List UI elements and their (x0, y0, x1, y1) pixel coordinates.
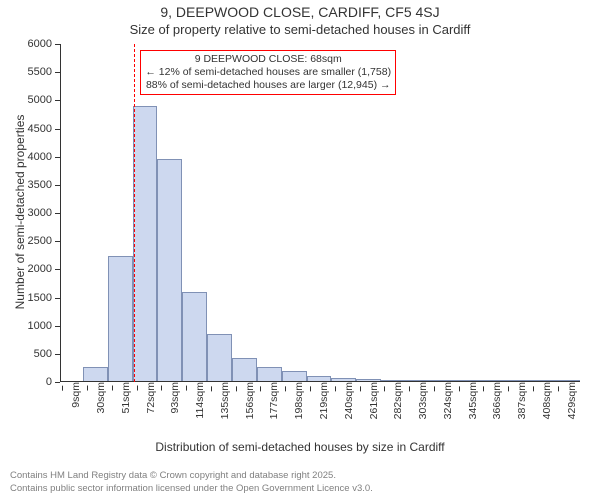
annotation-box: 9 DEEPWOOD CLOSE: 68sqm ← 12% of semi-de… (140, 50, 396, 95)
y-tick-label: 1000 (28, 320, 60, 332)
histogram-bar (257, 367, 282, 382)
histogram-bar (157, 159, 182, 382)
annotation-line-3: 88% of semi-detached houses are larger (… (145, 79, 391, 92)
y-tick-label: 5500 (28, 66, 60, 78)
histogram-bar (108, 256, 133, 382)
y-tick-label: 6000 (28, 38, 60, 50)
histogram-bar (133, 106, 158, 382)
x-tick-label: 177sqm (260, 382, 280, 419)
x-tick-label: 156sqm (236, 382, 256, 419)
chart-title-sub: Size of property relative to semi-detach… (0, 22, 600, 37)
y-axis-label: Number of semi-detached properties (13, 102, 27, 322)
y-tick-label: 500 (34, 348, 60, 360)
histogram-bar (83, 367, 108, 382)
x-tick-label: 198sqm (285, 382, 305, 419)
y-tick-label: 1500 (28, 292, 60, 304)
x-tick-label: 261sqm (360, 382, 380, 419)
y-tick-label: 2500 (28, 235, 60, 247)
x-tick-label: 51sqm (112, 382, 132, 414)
y-axis-line (60, 44, 61, 382)
x-tick-label: 9sqm (62, 382, 82, 408)
y-tick-label: 2000 (28, 263, 60, 275)
histogram-bar (207, 334, 232, 382)
x-tick-label: 114sqm (186, 382, 206, 419)
x-tick-label: 324sqm (434, 382, 454, 419)
x-tick-label: 282sqm (384, 382, 404, 419)
x-tick-label: 366sqm (483, 382, 503, 419)
y-tick-label: 3500 (28, 179, 60, 191)
x-tick-label: 429sqm (558, 382, 578, 419)
chart-container: 9, DEEPWOOD CLOSE, CARDIFF, CF5 4SJ Size… (0, 0, 600, 500)
histogram-bar (182, 292, 207, 382)
x-tick-label: 219sqm (310, 382, 330, 419)
y-tick-label: 3000 (28, 207, 60, 219)
x-tick-label: 72sqm (137, 382, 157, 414)
y-tick-label: 5000 (28, 94, 60, 106)
x-tick-label: 303sqm (409, 382, 429, 419)
x-tick-label: 93sqm (161, 382, 181, 414)
footer-line-2: Contains public sector information licen… (10, 483, 373, 494)
annotation-line-2: ← 12% of semi-detached houses are smalle… (145, 66, 391, 79)
x-tick-label: 408sqm (533, 382, 553, 419)
x-tick-label: 387sqm (508, 382, 528, 419)
x-axis-label: Distribution of semi-detached houses by … (0, 440, 600, 454)
histogram-bar (232, 358, 257, 382)
footer-line-1: Contains HM Land Registry data © Crown c… (10, 470, 336, 481)
x-tick-label: 240sqm (335, 382, 355, 419)
property-marker-line (134, 44, 135, 382)
x-tick-label: 30sqm (87, 382, 107, 414)
annotation-line-1: 9 DEEPWOOD CLOSE: 68sqm (145, 53, 391, 66)
chart-title-main: 9, DEEPWOOD CLOSE, CARDIFF, CF5 4SJ (0, 4, 600, 20)
x-tick-label: 135sqm (211, 382, 231, 419)
x-tick-label: 345sqm (459, 382, 479, 419)
y-tick-label: 4500 (28, 123, 60, 135)
y-tick-label: 4000 (28, 151, 60, 163)
y-tick-label: 0 (46, 376, 60, 388)
plot-area: 9 DEEPWOOD CLOSE: 68sqm ← 12% of semi-de… (60, 44, 580, 382)
